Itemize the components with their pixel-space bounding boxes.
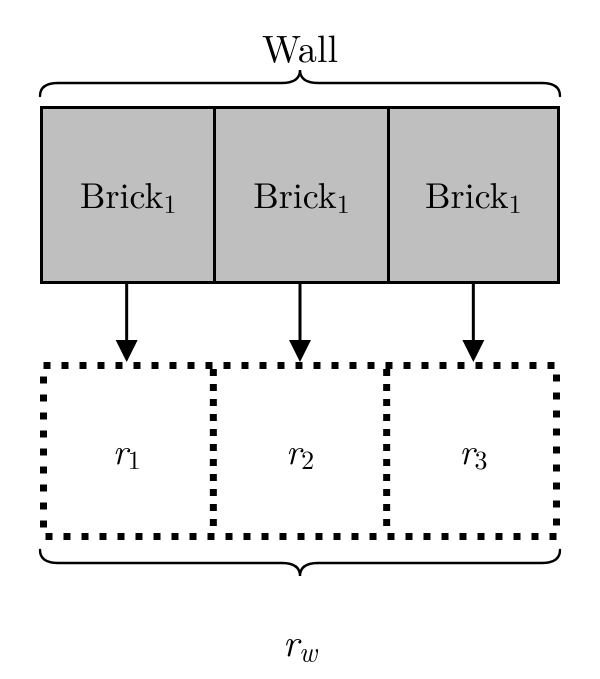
bottom-brace xyxy=(0,0,600,679)
diagram-stage: Wall Brick1Brick1Brick1 r1r2r3 rw xyxy=(0,0,600,679)
bottom-label-base: r xyxy=(283,614,299,668)
bottom-label-sub: w xyxy=(299,630,317,669)
bottom-label: rw xyxy=(0,614,600,669)
